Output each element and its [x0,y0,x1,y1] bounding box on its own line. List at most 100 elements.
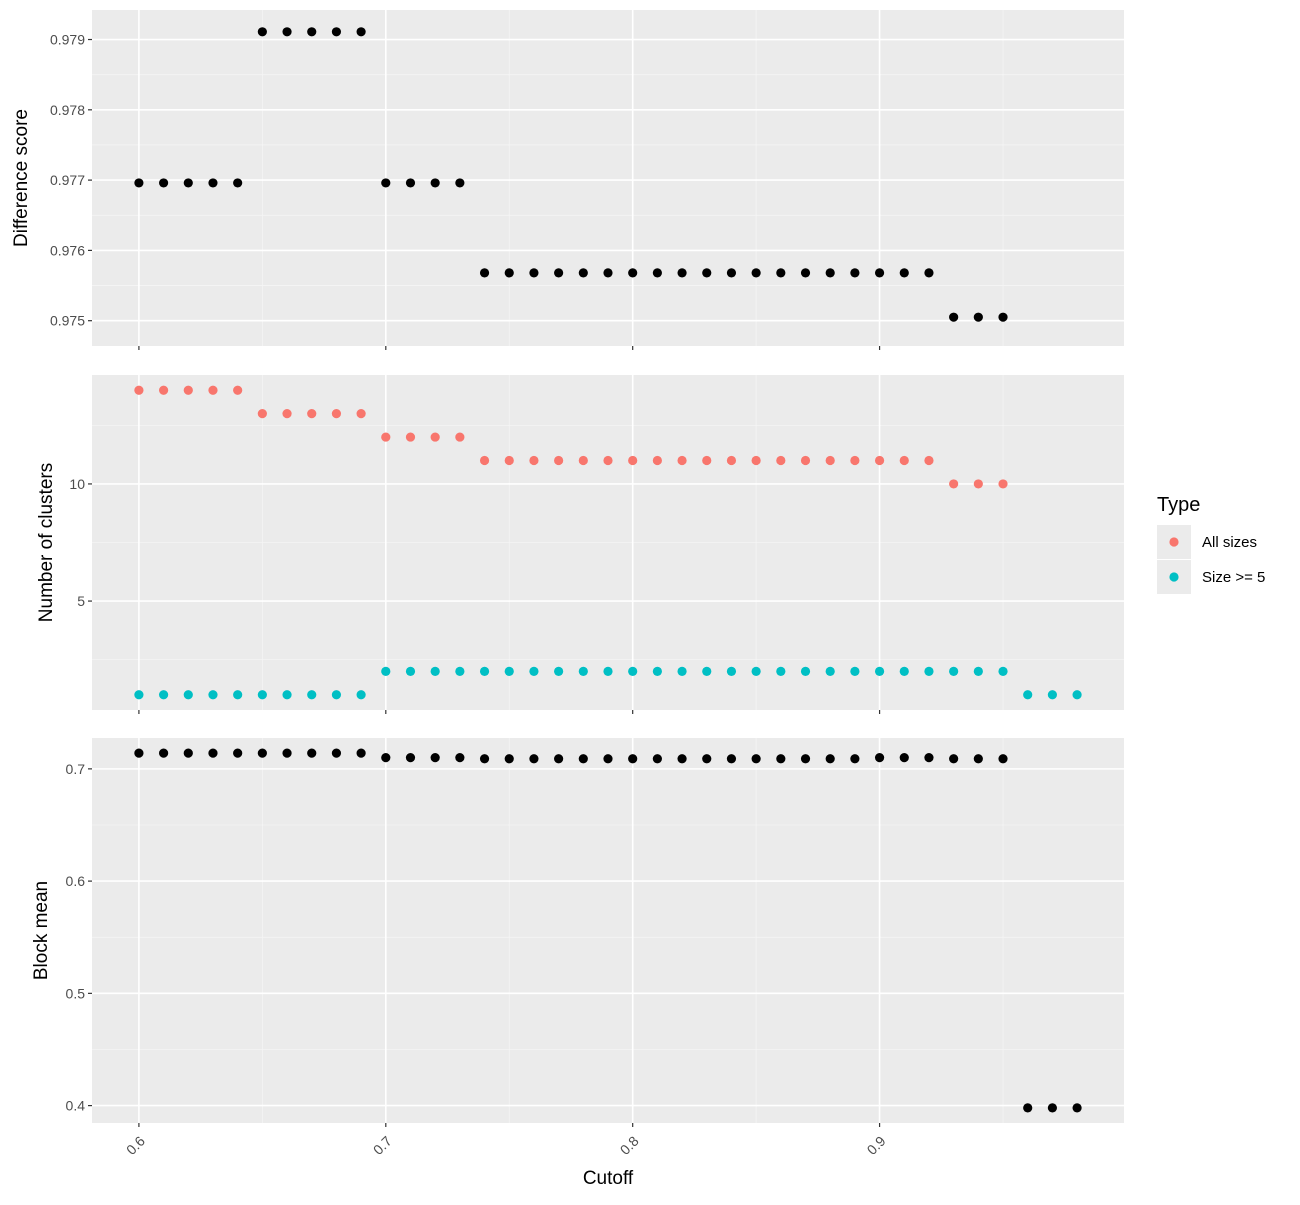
data-point [331,27,342,37]
data-point [874,268,885,278]
data-point [603,754,613,764]
data-point [850,754,860,764]
data-point [504,455,514,466]
data-point [504,268,514,278]
data-point [356,27,366,37]
y-tick-label: 0.4 [66,1098,86,1114]
data-point [776,455,786,466]
y-tick-label: 0.977 [50,172,85,188]
legend: Type All sizes Size >= 5 [1157,494,1265,594]
data-point [158,385,169,395]
data-point [899,268,909,278]
legend-label: All sizes [1202,534,1257,551]
panel-1: 0.975 0.976 0.977 0.978 0.979 Difference scor… [11,10,1124,350]
data-point [455,666,465,676]
data-point [233,178,243,188]
data-point [998,754,1008,764]
data-point [233,385,243,395]
data-point [652,754,662,764]
data-point [652,268,662,278]
data-point [134,690,144,700]
data-point [677,754,687,764]
data-point [825,455,835,466]
data-point [479,455,490,466]
data-point [381,753,391,763]
data-point [973,479,983,489]
data-point [924,753,934,763]
data-point [702,666,712,676]
data-point [158,178,169,188]
data-point [949,666,959,676]
data-point [356,748,366,758]
data-point [455,753,465,763]
data-point [924,455,934,466]
data-point [726,666,737,676]
data-point [702,455,712,466]
data-point [208,748,218,758]
data-point [257,27,267,37]
data-point [554,268,564,278]
legend-key-point [1169,537,1179,547]
data-point [307,409,317,419]
data-point [973,666,983,676]
data-point [899,666,909,676]
data-point [405,753,416,763]
data-point [554,754,564,764]
data-point [776,666,786,676]
data-point [751,455,761,466]
data-point [183,385,193,395]
data-point [874,455,885,466]
y-tick-label: 0.978 [50,102,85,118]
data-point [726,455,737,466]
y-tick-label: 0.5 [66,985,86,1001]
data-point [998,312,1008,322]
data-point [479,754,490,764]
series-1 [134,748,1082,1113]
panel-background [92,10,1124,346]
data-point [504,666,514,676]
data-point [307,748,317,758]
data-point [800,268,811,278]
data-point [529,666,539,676]
data-point [949,754,959,764]
data-point [850,455,860,466]
data-point [652,455,662,466]
data-point [677,666,687,676]
data-point [702,754,712,764]
data-point [405,178,416,188]
data-point [356,690,366,700]
data-point [726,754,737,764]
data-point [924,666,934,676]
data-point [455,178,465,188]
data-point [356,409,366,419]
data-point [257,748,267,758]
data-point [628,666,638,676]
data-point [850,268,860,278]
data-point [850,666,860,676]
data-point [1023,1103,1033,1113]
data-point [554,666,564,676]
legend-key-point [1169,572,1179,582]
data-point [800,455,811,466]
data-point [998,479,1008,489]
data-point [282,690,292,700]
data-point [776,268,786,278]
data-point [677,455,687,466]
data-point [479,666,490,676]
data-point [652,666,662,676]
y-axis-title: Difference score [11,109,32,247]
series-1 [134,385,1008,489]
x-tick-label: 0.9 [864,1133,889,1158]
data-point [134,385,144,395]
data-point [430,753,440,763]
data-point [158,690,169,700]
data-point [430,432,440,442]
data-point [208,178,218,188]
data-point [158,748,169,758]
data-point [134,748,144,758]
data-point [726,268,737,278]
data-point [257,409,267,419]
data-point [282,27,292,37]
data-point [529,455,539,466]
